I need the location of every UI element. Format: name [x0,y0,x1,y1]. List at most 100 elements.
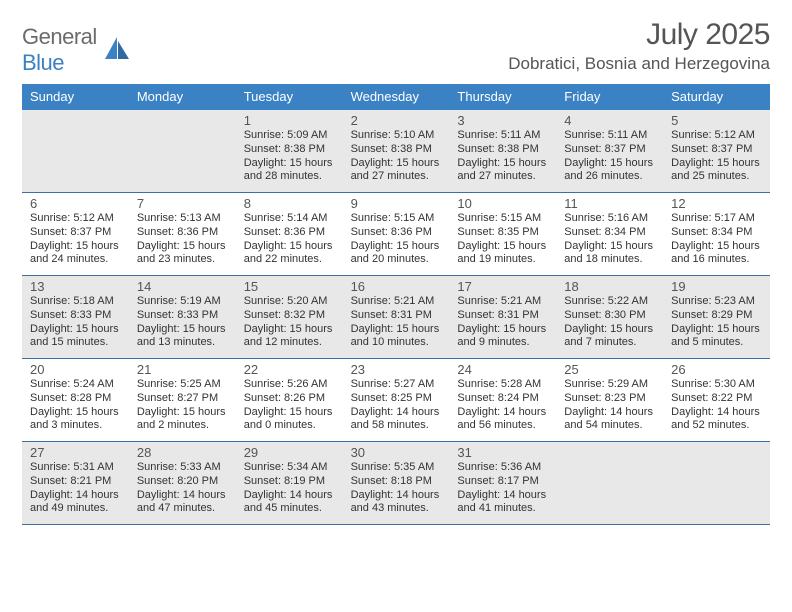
sunrise-line: Sunrise: 5:10 AM [351,129,444,143]
day-number: 8 [244,196,337,211]
sunset-line: Sunset: 8:36 PM [137,226,230,240]
daylight-line: Daylight: 15 hours and 12 minutes. [244,323,337,351]
brand-name: General Blue [22,24,97,76]
daylight-line: Daylight: 15 hours and 19 minutes. [457,240,550,268]
daylight-line: Daylight: 15 hours and 24 minutes. [30,240,123,268]
day-header-thursday: Thursday [449,84,556,110]
calendar-cell: 27Sunrise: 5:31 AMSunset: 8:21 PMDayligh… [22,442,129,524]
day-number: 7 [137,196,230,211]
day-number: 15 [244,279,337,294]
brand-name-a: General [22,24,97,49]
calendar-cell: 23Sunrise: 5:27 AMSunset: 8:25 PMDayligh… [343,359,450,441]
calendar-cell: 28Sunrise: 5:33 AMSunset: 8:20 PMDayligh… [129,442,236,524]
sunrise-line: Sunrise: 5:19 AM [137,295,230,309]
calendar-cell: 9Sunrise: 5:15 AMSunset: 8:36 PMDaylight… [343,193,450,275]
calendar-cell [129,110,236,192]
daylight-line: Daylight: 14 hours and 41 minutes. [457,489,550,517]
sunset-line: Sunset: 8:32 PM [244,309,337,323]
day-number: 14 [137,279,230,294]
sunset-line: Sunset: 8:24 PM [457,392,550,406]
calendar: Sunday Monday Tuesday Wednesday Thursday… [22,84,770,525]
calendar-cell: 11Sunrise: 5:16 AMSunset: 8:34 PMDayligh… [556,193,663,275]
calendar-week: 27Sunrise: 5:31 AMSunset: 8:21 PMDayligh… [22,442,770,525]
sunset-line: Sunset: 8:17 PM [457,475,550,489]
sunrise-line: Sunrise: 5:15 AM [351,212,444,226]
day-number: 6 [30,196,123,211]
daylight-line: Daylight: 15 hours and 18 minutes. [564,240,657,268]
sunset-line: Sunset: 8:26 PM [244,392,337,406]
sunset-line: Sunset: 8:38 PM [457,143,550,157]
sunrise-line: Sunrise: 5:25 AM [137,378,230,392]
sunrise-line: Sunrise: 5:12 AM [30,212,123,226]
daylight-line: Daylight: 14 hours and 54 minutes. [564,406,657,434]
calendar-cell: 10Sunrise: 5:15 AMSunset: 8:35 PMDayligh… [449,193,556,275]
title-block: July 2025 Dobratici, Bosnia and Herzegov… [508,18,770,74]
calendar-cell: 1Sunrise: 5:09 AMSunset: 8:38 PMDaylight… [236,110,343,192]
sunset-line: Sunset: 8:35 PM [457,226,550,240]
day-number: 28 [137,445,230,460]
sunset-line: Sunset: 8:38 PM [351,143,444,157]
sunset-line: Sunset: 8:36 PM [351,226,444,240]
daylight-line: Daylight: 15 hours and 5 minutes. [671,323,764,351]
day-number: 9 [351,196,444,211]
sunset-line: Sunset: 8:33 PM [137,309,230,323]
day-number: 18 [564,279,657,294]
day-number: 10 [457,196,550,211]
daylight-line: Daylight: 15 hours and 23 minutes. [137,240,230,268]
sunrise-line: Sunrise: 5:14 AM [244,212,337,226]
calendar-week: 13Sunrise: 5:18 AMSunset: 8:33 PMDayligh… [22,276,770,359]
day-number: 5 [671,113,764,128]
location: Dobratici, Bosnia and Herzegovina [508,54,770,74]
calendar-week: 20Sunrise: 5:24 AMSunset: 8:28 PMDayligh… [22,359,770,442]
sunrise-line: Sunrise: 5:23 AM [671,295,764,309]
sunrise-line: Sunrise: 5:11 AM [457,129,550,143]
calendar-cell: 19Sunrise: 5:23 AMSunset: 8:29 PMDayligh… [663,276,770,358]
sunrise-line: Sunrise: 5:16 AM [564,212,657,226]
day-header-tuesday: Tuesday [236,84,343,110]
sunset-line: Sunset: 8:33 PM [30,309,123,323]
calendar-cell: 3Sunrise: 5:11 AMSunset: 8:38 PMDaylight… [449,110,556,192]
day-header-friday: Friday [556,84,663,110]
day-number: 23 [351,362,444,377]
month-title: July 2025 [508,18,770,52]
sunset-line: Sunset: 8:23 PM [564,392,657,406]
daylight-line: Daylight: 14 hours and 56 minutes. [457,406,550,434]
sunrise-line: Sunrise: 5:21 AM [457,295,550,309]
brand-logo: General Blue [22,18,131,76]
sunset-line: Sunset: 8:34 PM [671,226,764,240]
calendar-header-row: Sunday Monday Tuesday Wednesday Thursday… [22,84,770,110]
calendar-cell [663,442,770,524]
sunrise-line: Sunrise: 5:21 AM [351,295,444,309]
day-number: 24 [457,362,550,377]
sunrise-line: Sunrise: 5:31 AM [30,461,123,475]
sunset-line: Sunset: 8:31 PM [351,309,444,323]
calendar-cell: 17Sunrise: 5:21 AMSunset: 8:31 PMDayligh… [449,276,556,358]
daylight-line: Daylight: 14 hours and 47 minutes. [137,489,230,517]
calendar-cell: 21Sunrise: 5:25 AMSunset: 8:27 PMDayligh… [129,359,236,441]
daylight-line: Daylight: 15 hours and 0 minutes. [244,406,337,434]
daylight-line: Daylight: 14 hours and 45 minutes. [244,489,337,517]
calendar-cell: 25Sunrise: 5:29 AMSunset: 8:23 PMDayligh… [556,359,663,441]
day-number: 31 [457,445,550,460]
calendar-cell: 24Sunrise: 5:28 AMSunset: 8:24 PMDayligh… [449,359,556,441]
sunset-line: Sunset: 8:25 PM [351,392,444,406]
sunrise-line: Sunrise: 5:24 AM [30,378,123,392]
daylight-line: Daylight: 15 hours and 27 minutes. [457,157,550,185]
daylight-line: Daylight: 15 hours and 7 minutes. [564,323,657,351]
day-number: 19 [671,279,764,294]
day-number: 1 [244,113,337,128]
brand-name-b: Blue [22,50,64,75]
sunrise-line: Sunrise: 5:11 AM [564,129,657,143]
calendar-cell: 30Sunrise: 5:35 AMSunset: 8:18 PMDayligh… [343,442,450,524]
calendar-cell: 14Sunrise: 5:19 AMSunset: 8:33 PMDayligh… [129,276,236,358]
calendar-cell [556,442,663,524]
calendar-cell: 13Sunrise: 5:18 AMSunset: 8:33 PMDayligh… [22,276,129,358]
sunrise-line: Sunrise: 5:22 AM [564,295,657,309]
sunrise-line: Sunrise: 5:17 AM [671,212,764,226]
daylight-line: Daylight: 15 hours and 22 minutes. [244,240,337,268]
daylight-line: Daylight: 14 hours and 43 minutes. [351,489,444,517]
sunset-line: Sunset: 8:37 PM [671,143,764,157]
sunset-line: Sunset: 8:37 PM [564,143,657,157]
sunrise-line: Sunrise: 5:27 AM [351,378,444,392]
sunset-line: Sunset: 8:28 PM [30,392,123,406]
